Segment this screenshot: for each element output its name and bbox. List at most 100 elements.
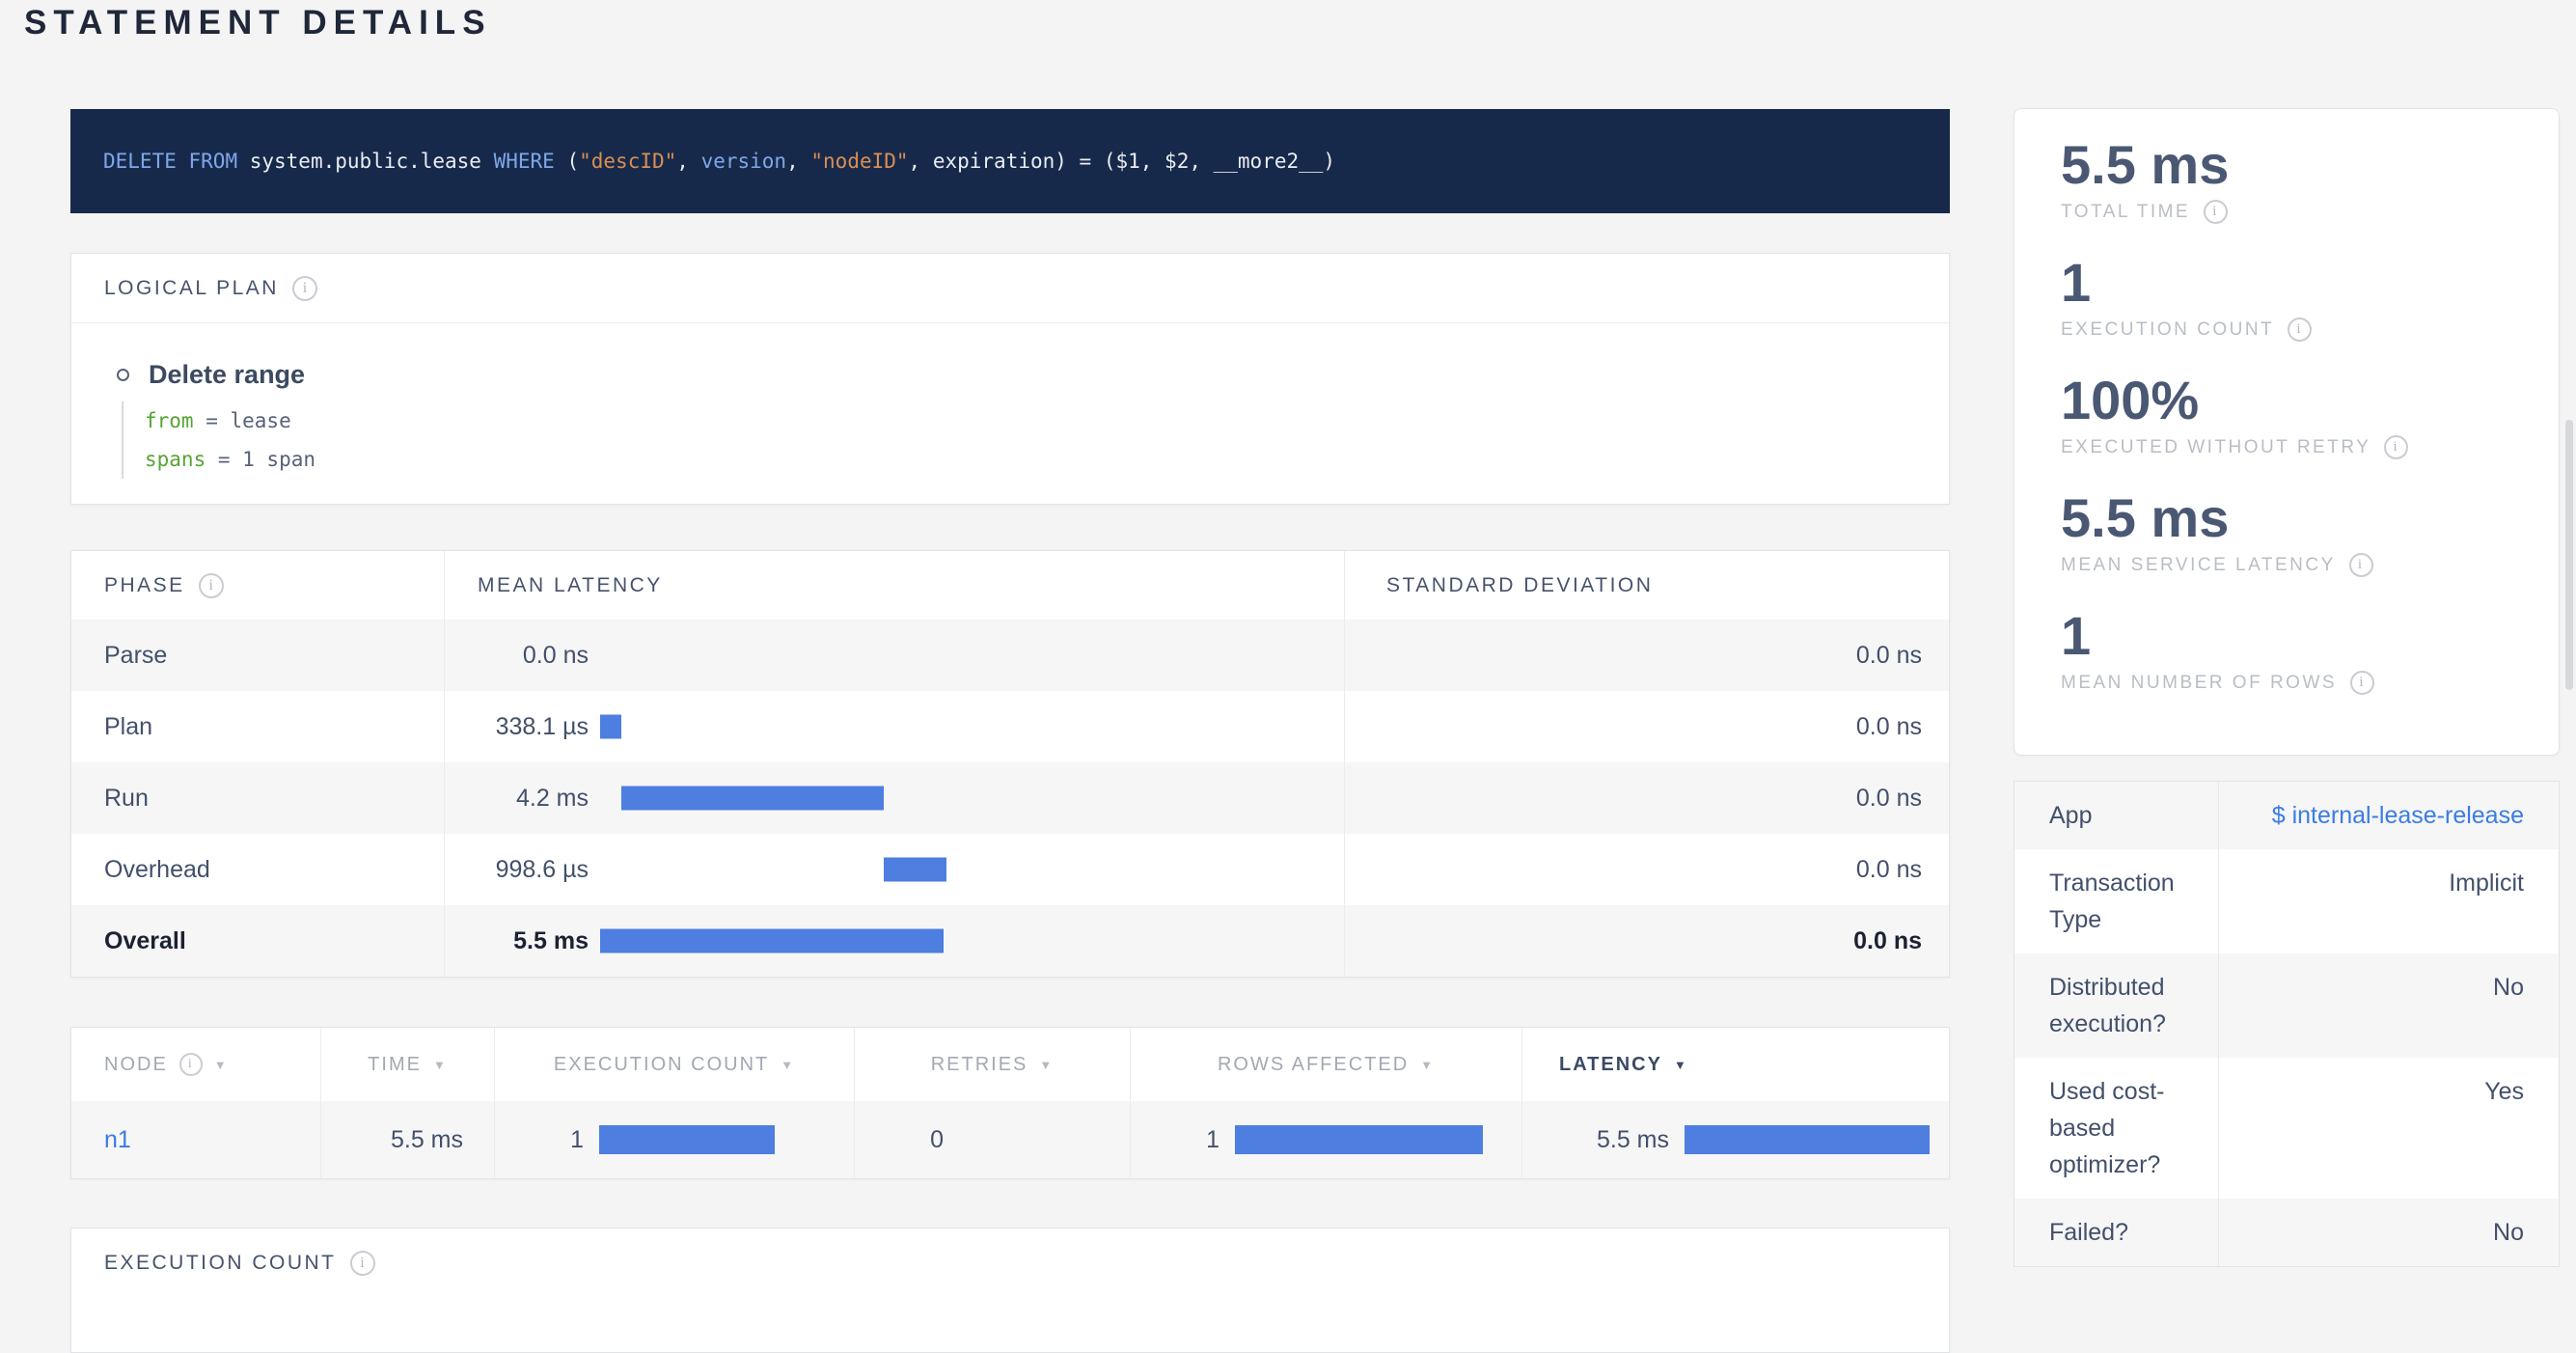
summary-label: EXECUTION COUNT xyxy=(2061,318,2275,340)
node-col-header-label: RETRIES xyxy=(930,1053,1028,1075)
info-icon[interactable]: i xyxy=(198,572,224,598)
summary-label: MEAN NUMBER OF ROWS xyxy=(2061,672,2338,693)
sort-desc-icon: ▼ xyxy=(781,1057,796,1072)
summary-label: MEAN SERVICE LATENCY xyxy=(2061,554,2336,575)
details-row: Used cost-based optimizer? Yes xyxy=(2014,1058,2559,1199)
node-col-header-label: LATENCY xyxy=(1559,1053,1662,1075)
rows-affected-value: 1 xyxy=(1206,1125,1219,1153)
execution-count-value: 1 xyxy=(570,1125,584,1153)
info-icon[interactable]: i xyxy=(291,275,317,301)
node-col-header-latency[interactable]: LATENCY ▼ xyxy=(1522,1028,1949,1101)
mean-latency-value: 4.2 ms xyxy=(515,784,589,812)
stddev-value: 0.0 ns xyxy=(1853,926,1922,954)
info-icon[interactable]: i xyxy=(349,1251,375,1276)
info-icon[interactable]: i xyxy=(2350,671,2375,695)
execution-count-title: EXECUTION COUNT xyxy=(104,1252,337,1274)
phase-table-body: Parse 0.0 ns 0.0 ns Plan 338.1 µs 0.0 ns Run 4.… xyxy=(71,620,1949,977)
summary-value: 100% xyxy=(2061,370,2200,430)
sql-token: WHERE xyxy=(493,150,555,173)
info-icon[interactable]: i xyxy=(2348,553,2373,577)
summary-item: 5.5 ms MEAN SERVICE LATENCY i xyxy=(2061,489,2539,577)
phase-row-plan: Plan 338.1 µs 0.0 ns xyxy=(71,691,1949,762)
sql-token: DELETE xyxy=(103,150,177,173)
latency-value: 5.5 ms xyxy=(1596,1125,1669,1153)
summary-item: 5.5 ms TOTAL TIME i xyxy=(2061,136,2539,224)
phase-label: Plan xyxy=(71,691,445,762)
info-icon[interactable]: i xyxy=(2384,435,2409,459)
summary-item: 1 EXECUTION COUNT i xyxy=(2061,254,2539,342)
details-value-cell: Yes xyxy=(2219,1058,2559,1199)
node-col-header-time[interactable]: TIME ▼ xyxy=(321,1028,495,1101)
node-table-header: NODE i ▼ TIME ▼ EXECUTION COUNT ▼ RETRIES ▼ ROWS … xyxy=(71,1028,1949,1101)
details-value-cell: Implicit xyxy=(2219,849,2559,953)
phase-column-header: PHASE xyxy=(104,573,185,596)
mean-latency-bar xyxy=(884,857,946,882)
phase-label: Run xyxy=(71,762,445,834)
details-row: App $ internal-lease-release xyxy=(2014,782,2559,849)
logical-plan-attributes: from = lease spans = 1 span xyxy=(122,401,1949,479)
sql-token: "nodeID" xyxy=(810,150,909,173)
plan-attribute-key: from xyxy=(145,409,194,432)
details-label: Transaction Type xyxy=(2014,849,2219,953)
details-value: Implicit xyxy=(2449,870,2524,897)
sort-desc-icon: ▼ xyxy=(1420,1057,1436,1072)
execution-count-header: EXECUTION COUNT i xyxy=(71,1229,1949,1298)
details-row: Failed? No xyxy=(2014,1199,2559,1266)
sql-token: ( xyxy=(554,150,580,173)
execution-count-bar xyxy=(599,1125,775,1154)
info-icon[interactable]: i xyxy=(178,1053,203,1076)
node-col-header-label: TIME xyxy=(368,1053,422,1075)
stddev-value: 0.0 ns xyxy=(1855,641,1922,669)
node-col-header-label: ROWS AFFECTED xyxy=(1217,1053,1410,1075)
logical-plan-title: LOGICAL PLAN xyxy=(104,276,279,299)
summary-value: 1 xyxy=(2061,252,2092,313)
details-value: No xyxy=(2493,1219,2524,1246)
summary-label: EXECUTED WITHOUT RETRY xyxy=(2061,436,2371,457)
statement-details-table: App $ internal-lease-release Transaction T… xyxy=(2014,781,2560,1267)
node-col-header-label: EXECUTION COUNT xyxy=(553,1053,770,1075)
info-icon[interactable]: i xyxy=(2204,200,2229,224)
phase-label: Overhead xyxy=(71,834,445,905)
phase-row-overhead: Overhead 998.6 µs 0.0 ns xyxy=(71,834,1949,905)
stddev-value: 0.0 ns xyxy=(1855,712,1922,740)
details-value: Yes xyxy=(2484,1078,2524,1105)
sql-token: , expiration) = ($1, $2, __more2__) xyxy=(908,150,1336,173)
summary-item: 100% EXECUTED WITHOUT RETRY i xyxy=(2061,372,2539,459)
sort-desc-icon: ▼ xyxy=(1673,1057,1688,1072)
rows-affected-cell: 1 xyxy=(1131,1101,1522,1178)
info-icon[interactable]: i xyxy=(2288,318,2313,342)
node-table: NODE i ▼ TIME ▼ EXECUTION COUNT ▼ RETRIES ▼ ROWS … xyxy=(70,1027,1950,1179)
details-label: App xyxy=(2014,782,2219,849)
sql-token: FROM xyxy=(188,150,238,173)
phase-label: Parse xyxy=(71,620,445,691)
logical-plan-body: Delete range from = lease spans = 1 span xyxy=(71,323,1949,479)
node-col-header-execution-count[interactable]: EXECUTION COUNT ▼ xyxy=(495,1028,855,1101)
retries-value: 0 xyxy=(930,1125,944,1153)
phase-table: PHASE i MEAN LATENCY STANDARD DEVIATION … xyxy=(70,550,1950,978)
phase-row-overall: Overall 5.5 ms 0.0 ns xyxy=(71,905,1949,977)
mean-latency-value: 5.5 ms xyxy=(513,926,589,954)
mean-latency-cell: 0.0 ns xyxy=(445,620,1345,691)
app-link[interactable]: $ internal-lease-release xyxy=(2271,802,2524,829)
summary-label: TOTAL TIME xyxy=(2061,201,2191,222)
node-col-header-rows-affected[interactable]: ROWS AFFECTED ▼ xyxy=(1131,1028,1522,1101)
plan-node-title: Delete range xyxy=(149,360,306,389)
sort-desc-icon: ▼ xyxy=(1039,1057,1055,1072)
page-title: STATEMENT DETAILS xyxy=(24,4,492,41)
node-col-header-node[interactable]: NODE i ▼ xyxy=(71,1028,321,1101)
plan-attribute: spans = 1 span xyxy=(145,448,316,471)
stddev-value: 0.0 ns xyxy=(1855,855,1922,883)
sort-desc-icon: ▼ xyxy=(213,1057,229,1072)
mean-latency-bar xyxy=(621,786,884,811)
details-label: Failed? xyxy=(2014,1199,2219,1266)
mean-latency-cell: 4.2 ms xyxy=(445,762,1345,834)
scrollbar-thumb[interactable] xyxy=(2565,420,2573,690)
time-cell: 5.5 ms xyxy=(321,1101,495,1178)
sql-token: "descID" xyxy=(579,150,677,173)
details-row: Transaction Type Implicit xyxy=(2014,849,2559,953)
node-link[interactable]: n1 xyxy=(104,1125,131,1153)
details-label: Distributed execution? xyxy=(2014,953,2219,1058)
latency-cell: 5.5 ms xyxy=(1522,1101,1949,1178)
node-col-header-retries[interactable]: RETRIES ▼ xyxy=(855,1028,1131,1101)
phase-table-header: PHASE i MEAN LATENCY STANDARD DEVIATION xyxy=(71,551,1949,620)
